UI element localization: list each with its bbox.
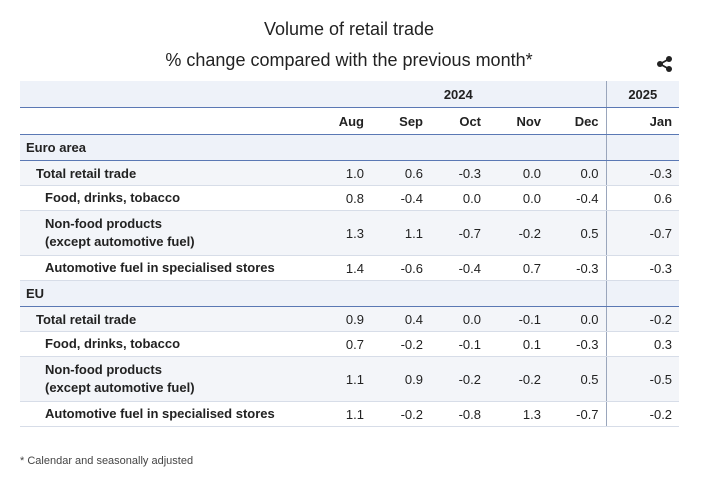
row-label: Automotive fuel in specialised stores xyxy=(20,401,311,427)
row-label-line: Total retail trade xyxy=(36,165,137,181)
value-cell: -0.2 xyxy=(488,356,548,402)
value-cell: 1.1 xyxy=(311,401,371,427)
table-row: Automotive fuel in specialised stores 1.1… xyxy=(20,401,680,427)
value-cell: -0.2 xyxy=(371,331,430,357)
group-label: Euro area xyxy=(20,134,607,161)
row-label: Automotive fuel in specialised stores xyxy=(20,255,311,281)
retail-trade-table: 2024 2025 Aug Sep Oct Nov Dec Jan Euro a… xyxy=(20,81,680,427)
value-cell: -0.3 xyxy=(430,160,488,186)
group-row-jan-cell xyxy=(605,280,680,307)
chart-subtitle: % change compared with the previous mont… xyxy=(165,50,533,70)
row-label-line: Non-food products xyxy=(45,362,162,377)
value-cell: -0.2 xyxy=(605,401,680,427)
value-cell: 0.7 xyxy=(488,255,548,281)
row-label: Food, drinks, tobacco xyxy=(20,331,311,357)
value-cell: -0.7 xyxy=(548,401,607,427)
value-cell: -0.4 xyxy=(430,255,488,281)
table-row: Total retail trade 1.0 0.6 -0.3 0.0 0.0 -0.3 xyxy=(20,160,680,186)
value-cell: -0.2 xyxy=(488,210,548,256)
value-cell: -0.2 xyxy=(371,401,430,427)
row-label: Non-food products (except automotive fuel… xyxy=(20,210,311,256)
month-header-nov: Nov xyxy=(488,107,548,135)
row-label: Total retail trade xyxy=(20,306,311,332)
group-row: Euro area xyxy=(20,134,680,161)
group-row-jan-cell xyxy=(605,134,680,161)
value-cell: -0.4 xyxy=(548,185,607,211)
value-cell: -0.3 xyxy=(548,331,607,357)
value-cell: 0.0 xyxy=(548,306,607,332)
value-cell: -0.2 xyxy=(605,306,680,332)
value-cell: 0.7 xyxy=(311,331,371,357)
table-row: Non-food products (except automotive fuel… xyxy=(20,356,680,402)
value-cell: 0.0 xyxy=(488,185,548,211)
table-row: Food, drinks, tobacco 0.7 -0.2 -0.1 0.1 -0.3 0… xyxy=(20,331,680,357)
value-cell: 0.0 xyxy=(548,160,607,186)
chart-title: Volume of retail trade xyxy=(263,19,435,39)
value-cell: -0.1 xyxy=(488,306,548,332)
value-cell: 0.1 xyxy=(488,331,548,357)
row-label-line: Food, drinks, tobacco xyxy=(45,336,181,351)
month-header-dec: Dec xyxy=(548,107,607,135)
year-header-2024: 2024 xyxy=(311,81,607,108)
value-cell: -0.6 xyxy=(371,255,430,281)
share-icon[interactable] xyxy=(655,54,675,74)
row-label-line: Automotive fuel in specialised stores xyxy=(45,260,275,275)
value-cell: 1.0 xyxy=(311,160,371,186)
value-cell: 1.3 xyxy=(311,210,371,256)
group-label: EU xyxy=(20,280,607,307)
value-cell: 0.4 xyxy=(371,306,430,332)
value-cell: 0.5 xyxy=(548,210,607,256)
value-cell: -0.3 xyxy=(605,255,680,281)
group-row: EU xyxy=(20,280,680,307)
value-cell: 0.0 xyxy=(430,185,488,211)
value-cell: 1.3 xyxy=(488,401,548,427)
value-cell: -0.1 xyxy=(430,331,488,357)
value-cell: 0.9 xyxy=(371,356,430,402)
value-cell: 0.3 xyxy=(605,331,680,357)
footnote: * Calendar and seasonally adjusted xyxy=(20,455,194,467)
value-cell: 0.0 xyxy=(488,160,548,186)
value-cell: -0.3 xyxy=(548,255,607,281)
month-header-oct: Oct xyxy=(430,107,488,135)
value-cell: 0.0 xyxy=(430,306,488,332)
row-label-line: Non-food products xyxy=(45,216,162,231)
value-cell: 0.6 xyxy=(605,185,680,211)
row-label-line: Food, drinks, tobacco xyxy=(45,190,181,205)
value-cell: 1.1 xyxy=(311,356,371,402)
value-cell: -0.7 xyxy=(605,210,680,256)
row-label: Non-food products (except automotive fuel… xyxy=(20,356,311,402)
table-row: Total retail trade 0.9 0.4 0.0 -0.1 0.0 -0.2 xyxy=(20,306,680,332)
value-cell: 1.4 xyxy=(311,255,371,281)
row-label: Total retail trade xyxy=(20,160,311,186)
month-header-jan: Jan xyxy=(605,107,680,135)
row-label-line: Automotive fuel in specialised stores xyxy=(45,406,275,421)
month-header-blank xyxy=(20,107,311,135)
row-label-line: (except automotive fuel) xyxy=(45,380,195,395)
value-cell: -0.4 xyxy=(371,185,430,211)
value-cell: -0.5 xyxy=(605,356,680,402)
value-cell: -0.2 xyxy=(430,356,488,402)
month-header-sep: Sep xyxy=(371,107,430,135)
table-row: Automotive fuel in specialised stores 1.4… xyxy=(20,255,680,281)
table-row: Non-food products (except automotive fuel… xyxy=(20,210,680,256)
year-header-blank xyxy=(20,81,311,108)
value-cell: -0.8 xyxy=(430,401,488,427)
row-label-line: Total retail trade xyxy=(36,311,137,327)
value-cell: 0.9 xyxy=(311,306,371,332)
row-label: Food, drinks, tobacco xyxy=(20,185,311,211)
month-header-aug: Aug xyxy=(311,107,371,135)
value-cell: -0.3 xyxy=(605,160,680,186)
value-cell: -0.7 xyxy=(430,210,488,256)
value-cell: 0.5 xyxy=(548,356,607,402)
value-cell: 0.8 xyxy=(311,185,371,211)
row-label-line: (except automotive fuel) xyxy=(45,234,195,249)
year-header-2025: 2025 xyxy=(605,81,680,108)
table-row: Food, drinks, tobacco 0.8 -0.4 0.0 0.0 -0.4 0.… xyxy=(20,185,680,211)
value-cell: 1.1 xyxy=(371,210,430,256)
value-cell: 0.6 xyxy=(371,160,430,186)
